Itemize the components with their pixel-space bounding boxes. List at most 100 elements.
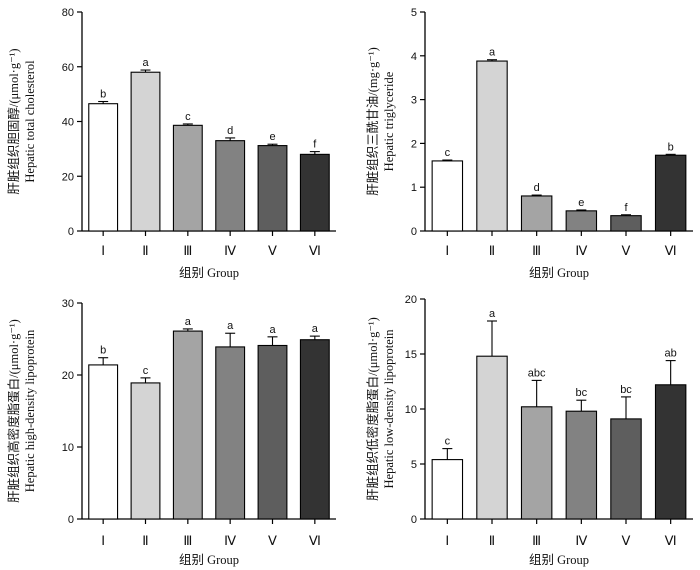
- significance-letter: b: [100, 89, 106, 101]
- bar-6: [654, 384, 687, 520]
- y-tick-label: 3: [411, 95, 417, 107]
- y-tick-label: 10: [405, 404, 417, 416]
- x-tick-label: Ⅵ: [309, 533, 321, 548]
- significance-letter: a: [312, 323, 319, 335]
- bar-6: [654, 154, 687, 232]
- x-axis-label: 组别 Group: [529, 266, 589, 280]
- x-axis-label: 组别 Group: [179, 266, 239, 280]
- bar-2: [130, 382, 161, 520]
- significance-letter: a: [142, 57, 149, 69]
- y-tick-label: 2: [411, 138, 417, 150]
- x-tick-label: Ⅴ: [268, 533, 277, 548]
- bar-4: [215, 140, 246, 232]
- bar-6: [299, 153, 330, 232]
- x-tick-label: Ⅱ: [489, 533, 495, 548]
- significance-letter: bc: [576, 387, 588, 399]
- y-tick-label: 5: [411, 7, 417, 19]
- x-tick-label: Ⅰ: [101, 243, 105, 258]
- y-tick-label: 15: [405, 349, 417, 361]
- significance-letter: d: [534, 182, 540, 194]
- y-axis-label: Hepatic high-density lipoprotein: [23, 329, 37, 492]
- x-tick-label: Ⅴ: [622, 243, 631, 258]
- x-tick-label: Ⅵ: [309, 243, 321, 258]
- significance-letter: c: [445, 436, 451, 448]
- x-axis-label: 组别 Group: [179, 553, 239, 567]
- bar-4: [565, 410, 598, 520]
- bar-5: [610, 418, 642, 520]
- x-tick-label: Ⅲ: [532, 533, 541, 548]
- x-tick-label: Ⅱ: [142, 533, 148, 548]
- significance-letter: a: [489, 47, 496, 59]
- y-tick-label: 1: [411, 182, 417, 194]
- y-tick-label: 0: [68, 226, 74, 238]
- significance-letter: ab: [665, 348, 677, 360]
- y-axis-label: Hepatic triglyceride: [382, 71, 396, 171]
- significance-letter: b: [668, 141, 674, 153]
- significance-letter: d: [227, 125, 233, 137]
- y-tick-label: 20: [62, 171, 74, 183]
- x-tick-label: Ⅵ: [665, 243, 677, 258]
- significance-letter: f: [624, 202, 628, 214]
- bar-3: [520, 406, 553, 520]
- bar-4: [215, 346, 246, 520]
- y-axis-label: 肝脏组织三酰甘油/(mg·g⁻¹): [366, 47, 380, 196]
- bar-1: [431, 459, 464, 520]
- x-tick-label: Ⅴ: [268, 243, 277, 258]
- y-tick-label: 20: [405, 294, 417, 306]
- significance-letter: f: [313, 139, 317, 151]
- x-tick-label: Ⅲ: [532, 243, 541, 258]
- y-tick-label: 20: [62, 370, 74, 382]
- x-tick-label: Ⅰ: [101, 533, 105, 548]
- y-axis-label: 肝脏组织低密度脂蛋白/(μmol·g⁻¹): [365, 317, 380, 501]
- y-tick-label: 4: [411, 51, 417, 63]
- x-tick-label: Ⅰ: [445, 533, 449, 548]
- y-tick-label: 0: [68, 514, 74, 526]
- bar-5: [257, 344, 288, 520]
- y-tick-label: 0: [411, 514, 417, 526]
- x-tick-label: Ⅳ: [575, 243, 587, 258]
- y-axis-label: Hepatic low-density lipoprotein: [382, 329, 396, 489]
- y-tick-label: 10: [62, 442, 74, 454]
- x-tick-label: Ⅲ: [183, 243, 192, 258]
- y-axis-label: Hepatic total cholesterol: [23, 60, 37, 183]
- y-tick-label: 0: [411, 226, 417, 238]
- bar-1: [88, 103, 119, 232]
- significance-letter: c: [445, 147, 451, 159]
- bar-2: [476, 60, 508, 232]
- y-tick-label: 5: [411, 459, 417, 471]
- bar-5: [610, 215, 642, 232]
- significance-letter: a: [185, 316, 192, 328]
- y-axis-label: 肝脏组织胆固醇/(μmol·g⁻¹): [6, 48, 21, 194]
- x-tick-label: Ⅳ: [224, 243, 236, 258]
- x-tick-label: Ⅱ: [142, 243, 148, 258]
- y-tick-label: 40: [62, 117, 74, 129]
- significance-letter: a: [227, 320, 234, 332]
- bar-3: [520, 195, 553, 232]
- y-tick-label: 60: [62, 62, 74, 74]
- bar-6: [299, 339, 330, 520]
- significance-letter: abc: [528, 367, 546, 379]
- bar-3: [172, 330, 203, 520]
- x-tick-label: Ⅰ: [445, 243, 449, 258]
- significance-letter: e: [578, 197, 584, 209]
- significance-letter: c: [143, 365, 149, 377]
- x-tick-label: Ⅴ: [622, 533, 631, 548]
- x-tick-label: Ⅳ: [575, 533, 587, 548]
- x-tick-label: Ⅱ: [489, 243, 495, 258]
- x-tick-label: Ⅲ: [183, 533, 192, 548]
- bar-2: [130, 71, 161, 232]
- x-tick-label: Ⅵ: [665, 533, 677, 548]
- bar-1: [431, 160, 464, 232]
- y-tick-label: 80: [62, 7, 74, 19]
- bar-5: [257, 145, 288, 232]
- bar-1: [88, 364, 119, 520]
- significance-letter: b: [100, 345, 106, 357]
- bar-3: [172, 124, 203, 232]
- significance-letter: bc: [620, 384, 632, 396]
- significance-letter: c: [185, 111, 191, 123]
- y-tick-label: 30: [62, 298, 74, 310]
